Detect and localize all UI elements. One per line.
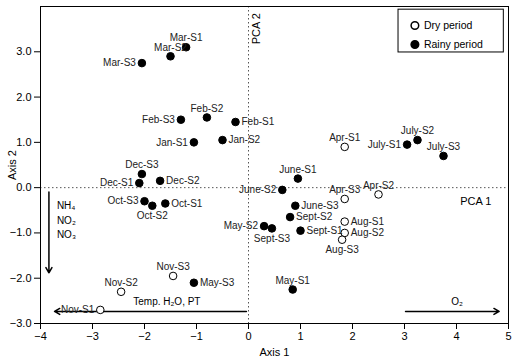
svg-text:Mar-S1: Mar-S1	[169, 32, 203, 44]
svg-text:Sept-S3: Sept-S3	[254, 233, 291, 244]
svg-text:3.0: 3.0	[16, 45, 31, 57]
svg-text:Aug-S3: Aug-S3	[325, 244, 359, 255]
svg-text:July-S2: July-S2	[401, 125, 435, 136]
svg-text:Feb-S1: Feb-S1	[242, 116, 275, 127]
svg-text:June-S3: June-S3	[301, 200, 339, 211]
svg-text:Aug-S1: Aug-S1	[351, 216, 385, 227]
svg-text:Apr-S2: Apr-S2	[363, 180, 395, 191]
svg-text:June-S2: June-S2	[239, 184, 277, 195]
svg-text:PCA 2: PCA 2	[250, 13, 262, 44]
svg-text:Rainy period: Rainy period	[424, 38, 483, 50]
svg-text:Mar-S3: Mar-S3	[103, 57, 136, 68]
svg-text:−2.0: −2.0	[10, 272, 32, 284]
svg-text:−1.0: −1.0	[10, 226, 32, 238]
svg-text:−3.0: −3.0	[10, 317, 32, 329]
svg-text:July-S1: July-S1	[368, 139, 402, 150]
svg-text:1: 1	[297, 330, 303, 342]
svg-text:Axis 2: Axis 2	[6, 150, 18, 180]
svg-text:Feb-S3: Feb-S3	[142, 114, 175, 125]
svg-text:0.0: 0.0	[16, 181, 31, 193]
svg-text:O₂: O₂	[451, 296, 463, 307]
svg-text:Sept-S1: Sept-S1	[307, 225, 344, 236]
svg-text:2: 2	[349, 330, 355, 342]
svg-text:Oct-S3: Oct-S3	[107, 195, 139, 206]
svg-text:3: 3	[401, 330, 407, 342]
svg-text:−1: −1	[190, 330, 203, 342]
svg-text:Sept-S2: Sept-S2	[296, 211, 333, 222]
svg-text:Mar-S2: Mar-S2	[154, 42, 187, 53]
svg-text:−3: −3	[86, 330, 99, 342]
svg-text:Dec-S1: Dec-S1	[100, 177, 134, 188]
svg-text:Aug-S2: Aug-S2	[351, 227, 385, 238]
svg-text:Axis 1: Axis 1	[260, 346, 290, 358]
svg-text:Oct-S2: Oct-S2	[137, 210, 169, 221]
svg-text:Temp. H₂O, PT: Temp. H₂O, PT	[133, 296, 200, 307]
svg-text:NH₄: NH₄	[57, 200, 76, 211]
svg-text:−4: −4	[34, 330, 47, 342]
svg-text:Dec-S3: Dec-S3	[125, 159, 159, 170]
svg-text:July-S3: July-S3	[427, 141, 461, 152]
svg-text:Feb-S2: Feb-S2	[191, 103, 224, 114]
svg-text:May-S1: May-S1	[275, 275, 310, 286]
svg-text:June-S1: June-S1	[279, 164, 317, 175]
svg-text:2.0: 2.0	[16, 91, 31, 103]
svg-text:May-S3: May-S3	[200, 277, 235, 288]
svg-text:Apr-S1: Apr-S1	[329, 132, 361, 143]
svg-text:4: 4	[453, 330, 459, 342]
svg-text:Nov-S1: Nov-S1	[61, 304, 95, 315]
svg-text:Nov-S3: Nov-S3	[156, 261, 190, 272]
svg-text:Apr-S3: Apr-S3	[329, 184, 361, 195]
svg-text:NO₃: NO₃	[57, 229, 76, 240]
svg-text:NO₂: NO₂	[57, 215, 76, 226]
svg-text:Nov-S2: Nov-S2	[104, 277, 138, 288]
svg-text:Oct-S1: Oct-S1	[171, 198, 203, 209]
svg-text:0: 0	[245, 330, 251, 342]
svg-text:Jan-S2: Jan-S2	[229, 134, 261, 145]
svg-text:PCA 1: PCA 1	[460, 195, 491, 207]
svg-text:Dec-S2: Dec-S2	[166, 175, 200, 186]
svg-text:−2: −2	[138, 330, 151, 342]
svg-text:May-S2: May-S2	[224, 220, 259, 231]
svg-text:Dry period: Dry period	[424, 19, 473, 31]
svg-text:Jan-S1: Jan-S1	[156, 137, 188, 148]
svg-text:1.0: 1.0	[16, 136, 31, 148]
svg-text:5: 5	[505, 330, 511, 342]
